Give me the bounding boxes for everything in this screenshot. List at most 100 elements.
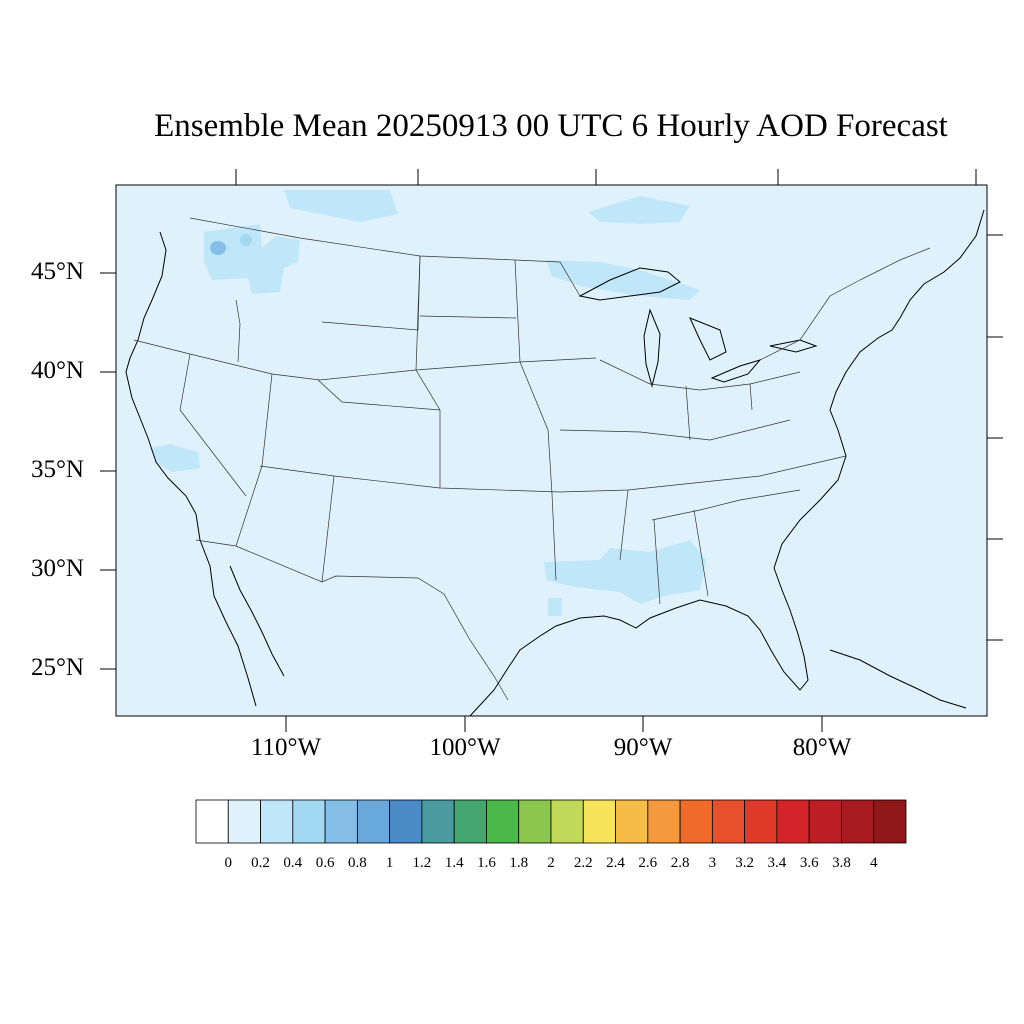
colorbar-swatch xyxy=(615,799,649,844)
aod-region-gulf-coast xyxy=(544,540,706,604)
lat-label-25: 25°N xyxy=(30,654,84,681)
lake-erie xyxy=(710,359,762,383)
lake-ontario xyxy=(769,339,818,353)
state-line-6 xyxy=(321,475,335,583)
colorbar-label: 0.8 xyxy=(348,855,367,871)
state-line-19 xyxy=(749,383,753,411)
cuba-coastline xyxy=(829,649,967,709)
map-frame xyxy=(115,184,988,717)
colorbar-label: 3 xyxy=(708,855,717,871)
lat-label-30: 30°N xyxy=(30,555,84,582)
gulf-coastline xyxy=(469,567,809,717)
colorbar xyxy=(195,799,907,844)
colorbar-swatch xyxy=(711,799,746,844)
colorbar-swatch xyxy=(679,799,713,844)
aod-region-southern-canada xyxy=(284,190,398,222)
colorbar-swatch xyxy=(421,799,455,844)
lon-label-110: 110°W xyxy=(250,734,322,761)
colorbar-label: 2.2 xyxy=(573,855,593,871)
colorbar-swatch xyxy=(841,799,875,844)
colorbar-label: 1.8 xyxy=(509,855,529,871)
state-line-14 xyxy=(653,519,661,605)
colorbar-swatch xyxy=(195,799,229,844)
aod-region-pacific-northwest-core-2 xyxy=(240,234,252,246)
colorbar-swatch xyxy=(227,799,261,844)
colorbar-label: 1 xyxy=(385,855,394,871)
colorbar-label: 2 xyxy=(547,855,555,871)
state-line-17 xyxy=(419,315,517,319)
colorbar-swatch xyxy=(873,799,907,844)
us-mexico-border xyxy=(195,539,509,701)
state-line-3 xyxy=(415,255,441,488)
us-canada-border-east xyxy=(759,247,931,361)
aod-region-pacific-northwest xyxy=(204,224,300,294)
state-line-12 xyxy=(559,419,791,441)
aod-region-great-lakes xyxy=(546,260,700,300)
east-coastline xyxy=(773,209,985,569)
lon-label-80: 80°W xyxy=(792,734,852,761)
aod-region-gulf-coast-west xyxy=(548,598,562,616)
colorbar-swatch xyxy=(389,799,423,844)
colorbar-label: 2.8 xyxy=(670,855,690,871)
state-line-18 xyxy=(685,385,691,441)
colorbar-swatch xyxy=(486,799,520,844)
colorbar-label: 2.4 xyxy=(606,855,625,871)
gulf-of-california-coast xyxy=(229,565,285,677)
state-line-5 xyxy=(235,373,273,547)
colorbar-label: 1.6 xyxy=(477,855,496,871)
colorbar-label: 0.6 xyxy=(315,855,335,871)
colorbar-swatch xyxy=(776,799,810,844)
baja-coastline xyxy=(199,539,257,707)
state-line-8 xyxy=(321,255,421,331)
aod-region-pacific-northwest-core xyxy=(210,241,226,255)
colorbar-swatch xyxy=(518,799,552,844)
colorbar-label: 3.4 xyxy=(767,855,787,871)
state-line-16 xyxy=(235,299,241,363)
colorbar-swatch xyxy=(356,799,391,844)
colorbar-label: 1.2 xyxy=(412,855,432,871)
state-line-4 xyxy=(514,259,557,581)
colorbar-swatch xyxy=(808,799,842,844)
tick-marks xyxy=(100,169,1003,732)
colorbar-swatch xyxy=(324,799,358,844)
colorbar-label: 1.4 xyxy=(444,855,464,871)
aod-region-southern-california xyxy=(150,444,200,472)
colorbar-label: 0.4 xyxy=(283,855,303,871)
colorbar-label: 3.8 xyxy=(832,855,851,871)
lat-label-45: 45°N xyxy=(30,258,84,285)
colorbar-swatch xyxy=(453,799,487,844)
coastlines xyxy=(125,209,985,717)
state-line-15 xyxy=(693,509,709,597)
lake-superior xyxy=(578,267,681,301)
colorbar-label: 2.6 xyxy=(638,855,658,871)
lon-label-100: 100°W xyxy=(429,734,501,761)
lake-michigan xyxy=(643,308,661,388)
colorbar-swatch xyxy=(550,799,584,844)
lon-label-90: 90°W xyxy=(613,734,673,761)
state-line-11 xyxy=(599,359,801,391)
lat-label-35: 35°N xyxy=(30,456,84,483)
state-boundaries xyxy=(133,217,931,701)
chart-title: Ensemble Mean 20250913 00 UTC 6 Hourly A… xyxy=(154,108,948,144)
colorbar-label: 3.2 xyxy=(735,855,754,871)
state-line-7 xyxy=(619,489,629,561)
colorbar-label: 0.2 xyxy=(251,855,270,871)
west-coastline xyxy=(125,231,201,541)
colorbar-swatch xyxy=(647,799,681,844)
state-line-10 xyxy=(179,353,247,497)
colorbar-swatch xyxy=(260,799,294,844)
aod-region-ontario xyxy=(588,196,690,224)
colorbar-label: 3.6 xyxy=(799,855,819,871)
state-line-9 xyxy=(317,379,441,411)
colorbar-swatch xyxy=(744,799,778,844)
colorbar-label: 0 xyxy=(224,855,233,871)
lake-huron xyxy=(689,317,727,361)
us-canada-border xyxy=(189,217,581,297)
aod-field xyxy=(150,190,706,616)
colorbar-swatch xyxy=(582,799,616,844)
colorbar-swatch xyxy=(292,799,326,844)
lat-label-40: 40°N xyxy=(30,357,84,384)
state-line-13 xyxy=(651,489,801,521)
colorbar-label: 4 xyxy=(869,855,878,871)
